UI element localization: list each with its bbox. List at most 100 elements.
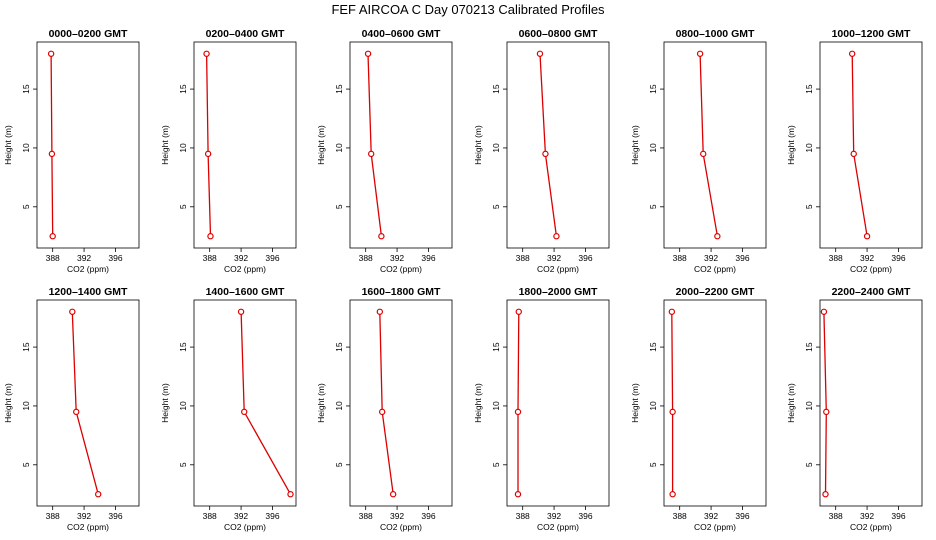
- y-axis-label: Height (m): [3, 383, 13, 423]
- x-tick-label: 396: [421, 511, 435, 521]
- x-tick-label: 388: [673, 511, 687, 521]
- y-tick-label: 5: [804, 462, 814, 467]
- plot-frame: [349, 299, 453, 507]
- y-tick-label: 5: [334, 204, 344, 209]
- x-axis-label: CO2 (ppm): [694, 522, 736, 532]
- profile-line: [671, 311, 674, 495]
- profile-point: [287, 491, 294, 498]
- panel-title: 1800–2000 GMT: [519, 286, 598, 298]
- y-axis-label: Height (m): [316, 125, 326, 165]
- x-tick-label: 388: [203, 511, 217, 521]
- y-tick-label: 10: [334, 401, 344, 411]
- profile-point: [94, 491, 102, 498]
- x-tick-label: 388: [516, 511, 530, 521]
- panel-title: 2200–2400 GMT: [832, 286, 911, 298]
- profile-point: [553, 233, 560, 240]
- figure-title: FEF AIRCOA C Day 070213 Calibrated Profi…: [331, 2, 605, 17]
- y-tick-label: 5: [648, 462, 658, 467]
- y-axis-label: Height (m): [160, 125, 170, 165]
- x-axis-label: CO2 (ppm): [224, 264, 266, 274]
- profile-point: [536, 50, 544, 57]
- profile-line: [517, 311, 520, 495]
- y-tick-label: 5: [804, 204, 814, 209]
- profile-point: [696, 50, 704, 57]
- plot-frame: [349, 41, 453, 249]
- panel-title: 1000–1200 GMT: [832, 28, 911, 40]
- profile-panel: 2000–2200 GMT 388 392 396 5 10 15 CO2 (ppm) Heig…: [630, 286, 767, 532]
- profile-point: [367, 150, 375, 158]
- profile-point: [241, 408, 248, 416]
- x-tick-label: 388: [516, 253, 530, 263]
- x-tick-label: 388: [829, 253, 843, 263]
- profile-point: [848, 50, 856, 57]
- profile-line: [240, 311, 292, 495]
- y-tick-label: 10: [178, 143, 188, 153]
- profile-line: [851, 53, 868, 237]
- y-tick-label: 5: [491, 462, 501, 467]
- y-tick-label: 15: [178, 84, 188, 94]
- profile-panel: 2200–2400 GMT 388 392 396 5 10 15 CO2 (ppm) Heig…: [786, 286, 923, 532]
- profile-point: [714, 233, 721, 240]
- panel-title: 0000–0200 GMT: [49, 28, 128, 40]
- x-axis-label: CO2 (ppm): [694, 264, 736, 274]
- profile-panel: 0800–1000 GMT 388 392 396 5 10 15 CO2 (ppm) Heig…: [630, 28, 767, 274]
- x-axis-label: CO2 (ppm): [850, 522, 892, 532]
- plot-frame: [663, 299, 767, 507]
- y-tick-label: 15: [648, 342, 658, 352]
- y-tick-label: 10: [804, 143, 814, 153]
- plot-frame: [506, 41, 610, 249]
- profile-panel: 0600–0800 GMT 388 392 396 5 10 15 CO2 (ppm) Heig…: [473, 28, 610, 274]
- profile-point: [514, 491, 522, 498]
- x-tick-label: 396: [421, 253, 435, 263]
- x-tick-label: 396: [265, 511, 279, 521]
- profile-point: [204, 150, 212, 158]
- x-tick-label: 392: [390, 511, 404, 521]
- y-tick-label: 5: [21, 204, 31, 209]
- profile-line: [539, 53, 558, 237]
- profile-point: [850, 150, 857, 158]
- x-tick-label: 388: [829, 511, 843, 521]
- x-tick-label: 396: [578, 253, 592, 263]
- x-axis-label: CO2 (ppm): [380, 522, 422, 532]
- plot-frame: [36, 299, 140, 507]
- profile-point: [822, 491, 829, 498]
- profile-line: [823, 311, 827, 495]
- y-tick-label: 10: [334, 143, 344, 153]
- profile-point: [669, 408, 676, 416]
- profile-point: [207, 233, 214, 240]
- profile-line: [205, 53, 212, 237]
- profile-point: [203, 50, 210, 57]
- y-axis-label: Height (m): [160, 383, 170, 423]
- profile-panel: 1800–2000 GMT 388 392 396 5 10 15 CO2 (ppm) Heig…: [473, 286, 610, 532]
- y-axis-label: Height (m): [786, 125, 796, 165]
- profile-point: [73, 408, 80, 416]
- y-tick-label: 10: [21, 401, 31, 411]
- profile-point: [669, 491, 676, 498]
- y-tick-label: 15: [648, 84, 658, 94]
- profile-line: [50, 53, 54, 237]
- profile-panel: 1400–1600 GMT 388 392 396 5 10 15 CO2 (ppm) Heig…: [160, 286, 297, 532]
- y-tick-label: 15: [334, 342, 344, 352]
- y-tick-label: 15: [334, 84, 344, 94]
- x-axis-label: CO2 (ppm): [537, 522, 579, 532]
- plot-frame: [819, 41, 923, 249]
- x-tick-label: 392: [77, 253, 91, 263]
- x-tick-label: 392: [860, 511, 874, 521]
- panel-title: 0600–0800 GMT: [519, 28, 598, 40]
- x-tick-label: 392: [860, 253, 874, 263]
- y-tick-label: 10: [491, 143, 501, 153]
- profile-point: [700, 150, 707, 158]
- profile-point: [376, 308, 384, 315]
- panel-title: 0400–0600 GMT: [362, 28, 441, 40]
- y-tick-label: 10: [21, 143, 31, 153]
- y-tick-label: 15: [804, 342, 814, 352]
- profile-line: [379, 311, 394, 495]
- x-tick-label: 396: [578, 511, 592, 521]
- x-tick-label: 392: [77, 511, 91, 521]
- y-axis-label: Height (m): [473, 383, 483, 423]
- x-axis-label: CO2 (ppm): [850, 264, 892, 274]
- panel-title: 0800–1000 GMT: [676, 28, 755, 40]
- x-tick-label: 388: [46, 253, 60, 263]
- profile-point: [237, 308, 245, 315]
- y-tick-label: 5: [178, 204, 188, 209]
